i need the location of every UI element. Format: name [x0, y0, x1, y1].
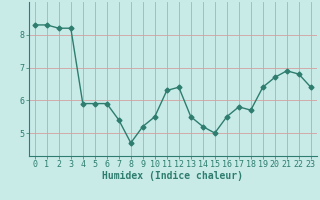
X-axis label: Humidex (Indice chaleur): Humidex (Indice chaleur)	[102, 171, 243, 181]
